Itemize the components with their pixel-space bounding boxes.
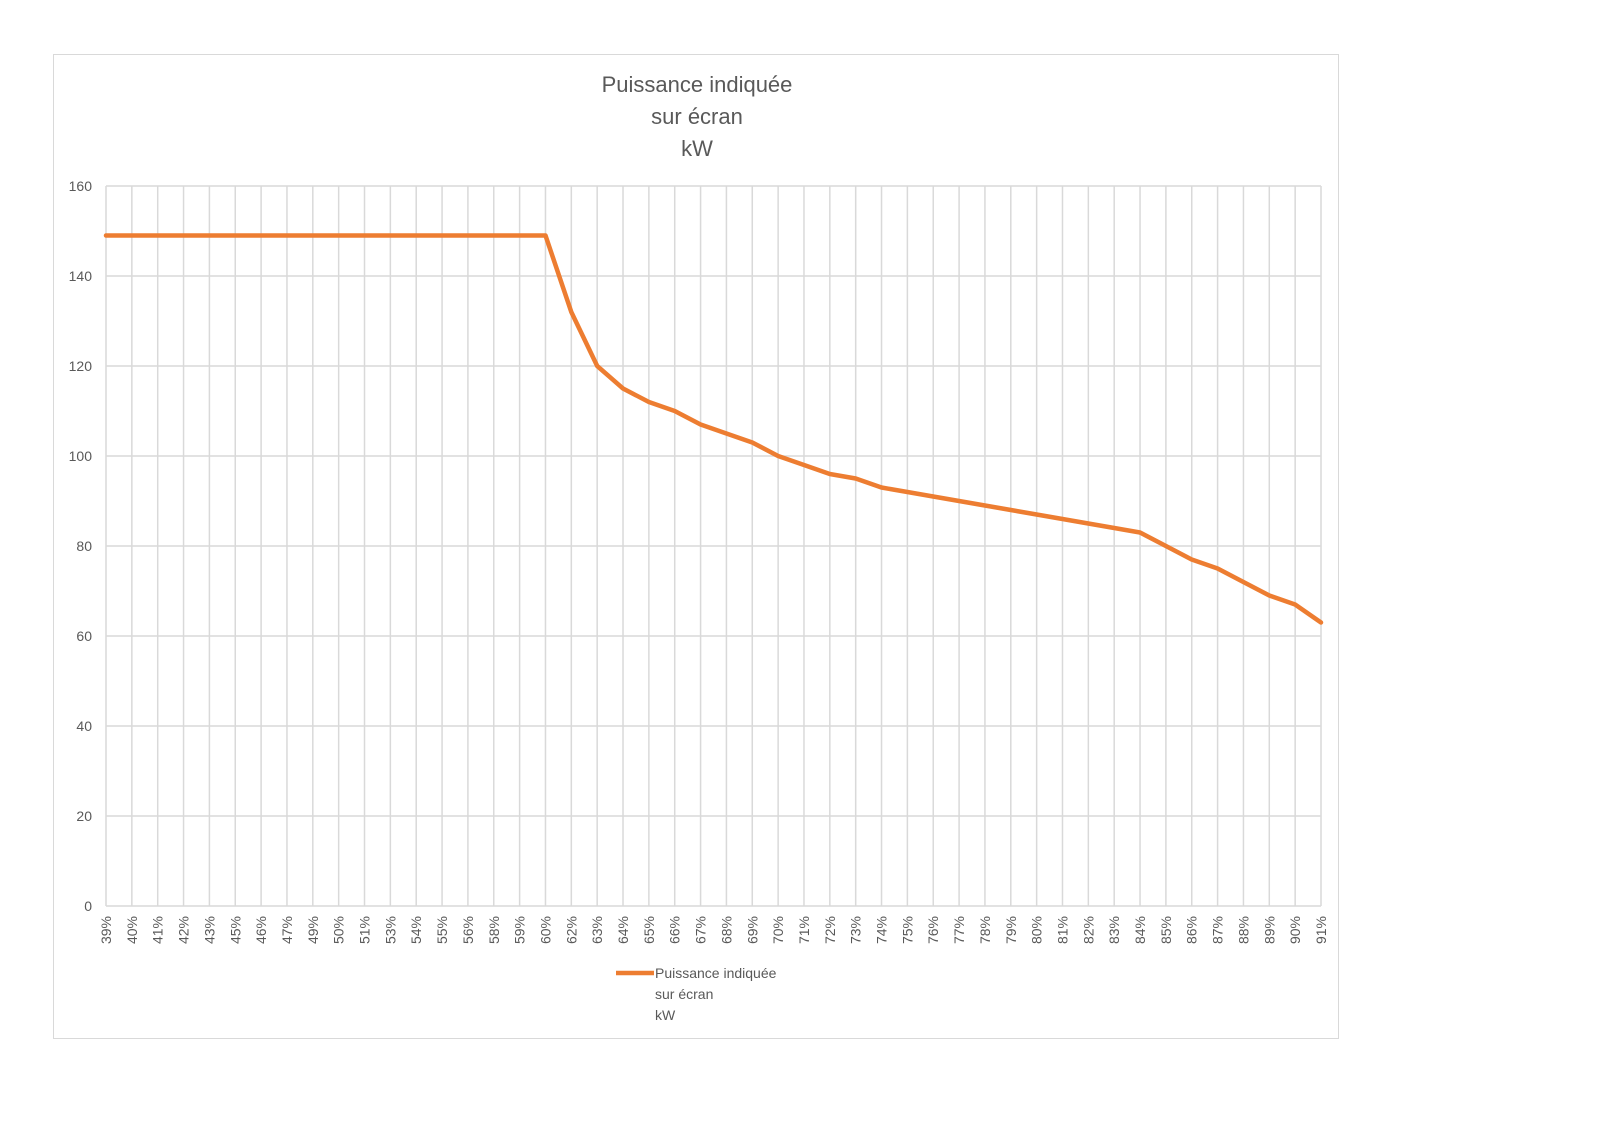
- chart-title-line-3: kW: [681, 136, 713, 161]
- legend-label-line-2: sur écran: [655, 986, 713, 1002]
- x-tick-label: 42%: [176, 916, 192, 944]
- x-tick-label: 71%: [796, 916, 812, 944]
- x-tick-label: 43%: [201, 916, 217, 944]
- x-tick-label: 63%: [589, 916, 605, 944]
- x-tick-label: 46%: [253, 916, 269, 944]
- x-tick-label: 60%: [537, 916, 553, 944]
- legend: Puissance indiquée sur écran kW: [616, 965, 777, 1023]
- x-tick-label: 75%: [899, 916, 915, 944]
- x-tick-label: 70%: [770, 916, 786, 944]
- x-tick-label: 86%: [1184, 916, 1200, 944]
- x-tick-label: 69%: [744, 916, 760, 944]
- x-tick-label: 45%: [227, 916, 243, 944]
- x-tick-label: 56%: [460, 916, 476, 944]
- x-tick-label: 77%: [951, 916, 967, 944]
- x-tick-label: 55%: [434, 916, 450, 944]
- y-tick-label: 40: [76, 718, 92, 734]
- y-tick-label: 60: [76, 628, 92, 644]
- y-tick-label: 0: [84, 898, 92, 914]
- x-tick-label: 81%: [1054, 916, 1070, 944]
- x-tick-label: 73%: [848, 916, 864, 944]
- y-tick-label: 160: [69, 178, 93, 194]
- x-tick-label: 85%: [1158, 916, 1174, 944]
- series-line: [103, 233, 1324, 625]
- gridlines: [105, 185, 1322, 907]
- chart-title-line-1: Puissance indiquée: [602, 72, 793, 97]
- series-lines: [103, 233, 1324, 625]
- x-tick-label: 83%: [1106, 916, 1122, 944]
- x-tick-label: 88%: [1235, 916, 1251, 944]
- x-tick-label: 68%: [718, 916, 734, 944]
- chart-area: Puissance indiquée sur écran kW 0 20 40 60 8…: [53, 54, 1339, 1039]
- x-axis-ticks: 39% 40% 41% 42% 43% 45% 46% 47% 49% 50% 51% 53% 54% 5…: [98, 916, 1329, 944]
- x-tick-label: 65%: [641, 916, 657, 944]
- x-tick-label: 80%: [1029, 916, 1045, 944]
- x-tick-label: 79%: [1003, 916, 1019, 944]
- legend-label-line-1: Puissance indiquée: [655, 965, 777, 981]
- y-tick-label: 20: [76, 808, 92, 824]
- x-tick-label: 62%: [563, 916, 579, 944]
- x-tick-label: 41%: [150, 916, 166, 944]
- x-tick-label: 66%: [667, 916, 683, 944]
- chart-title: Puissance indiquée sur écran kW: [602, 72, 793, 161]
- x-tick-label: 90%: [1287, 916, 1303, 944]
- x-tick-label: 74%: [874, 916, 890, 944]
- x-tick-label: 67%: [693, 916, 709, 944]
- x-tick-label: 40%: [124, 916, 140, 944]
- x-tick-label: 72%: [822, 916, 838, 944]
- x-tick-label: 39%: [98, 916, 114, 944]
- x-tick-label: 89%: [1261, 916, 1277, 944]
- legend-label-line-3: kW: [655, 1007, 676, 1023]
- line-chart: Puissance indiquée sur écran kW 0 20 40 60 8…: [69, 72, 1329, 1023]
- x-tick-label: 58%: [486, 916, 502, 944]
- y-tick-label: 140: [69, 268, 93, 284]
- y-tick-label: 80: [76, 538, 92, 554]
- chart-title-line-2: sur écran: [651, 104, 743, 129]
- x-tick-label: 54%: [408, 916, 424, 944]
- x-tick-label: 87%: [1210, 916, 1226, 944]
- x-tick-label: 64%: [615, 916, 631, 944]
- x-tick-label: 78%: [977, 916, 993, 944]
- x-tick-label: 76%: [925, 916, 941, 944]
- y-axis-ticks: 0 20 40 60 80 100 120 140 160: [69, 178, 93, 914]
- x-tick-label: 50%: [331, 916, 347, 944]
- x-tick-label: 49%: [305, 916, 321, 944]
- x-tick-label: 51%: [357, 916, 373, 944]
- x-tick-label: 84%: [1132, 916, 1148, 944]
- x-tick-label: 59%: [512, 916, 528, 944]
- y-tick-label: 120: [69, 358, 93, 374]
- x-tick-label: 53%: [382, 916, 398, 944]
- x-tick-label: 47%: [279, 916, 295, 944]
- y-tick-label: 100: [69, 448, 93, 464]
- x-tick-label: 82%: [1080, 916, 1096, 944]
- x-tick-label: 91%: [1313, 916, 1329, 944]
